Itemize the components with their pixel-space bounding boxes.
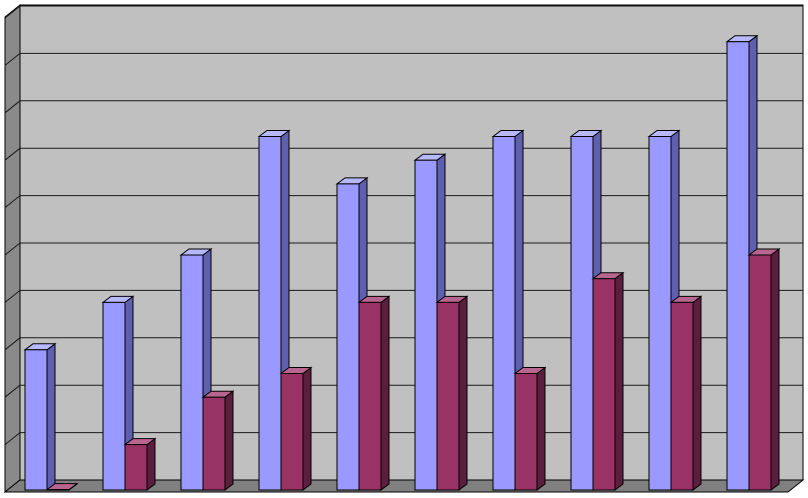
bar-side — [302, 366, 312, 491]
bar-front — [24, 349, 48, 491]
bar-front — [280, 373, 304, 491]
bar-s2-c7 — [513, 366, 547, 491]
bar-front — [648, 136, 672, 491]
bar-front — [336, 183, 360, 491]
gridline-side — [4, 290, 21, 303]
bar-front — [258, 136, 282, 491]
gridline-side — [4, 5, 21, 19]
bar-front — [492, 136, 516, 491]
bar-side — [614, 271, 624, 491]
bar-s1-c1 — [23, 342, 57, 491]
bar-front — [670, 301, 694, 491]
bar-front — [180, 254, 204, 491]
bar-side — [380, 295, 390, 491]
gridline-side — [4, 53, 21, 66]
gridline-side — [4, 384, 21, 398]
gridline-side — [4, 195, 21, 208]
bar-s2-c10 — [747, 248, 781, 491]
bar-front — [358, 301, 382, 491]
bar-s2-c2 — [123, 437, 157, 491]
bar-front — [570, 136, 594, 491]
bar-side — [536, 366, 546, 491]
bar-side — [692, 295, 702, 491]
bar-s2-c6 — [435, 295, 469, 491]
bar-side — [224, 390, 234, 491]
bar-front — [748, 254, 772, 491]
bar-front — [436, 301, 460, 491]
bar-side — [46, 342, 56, 491]
bar-s2-c3 — [201, 390, 235, 491]
gridline-side — [4, 100, 21, 114]
gridline-side — [4, 337, 21, 351]
bar-front — [726, 41, 750, 491]
bar-front — [202, 396, 226, 491]
bar-s2-c9 — [669, 295, 703, 491]
bar-front — [124, 444, 148, 491]
bar-front — [102, 301, 126, 491]
bar-side — [146, 437, 156, 491]
bar-front — [46, 489, 70, 491]
bar-side — [770, 248, 780, 491]
bar-front — [514, 373, 538, 491]
bar-front — [592, 278, 616, 491]
bar-front — [414, 159, 438, 491]
bar-s2-c8 — [591, 271, 625, 491]
gridline-side — [4, 432, 21, 445]
gridline-side — [4, 242, 21, 256]
bar-s2-c4 — [279, 366, 313, 491]
bars — [23, 34, 781, 491]
bar-s2-c5 — [357, 295, 391, 491]
bar-side — [458, 295, 468, 491]
bar-s2-c1 — [45, 482, 79, 491]
gridline-side — [4, 147, 21, 161]
